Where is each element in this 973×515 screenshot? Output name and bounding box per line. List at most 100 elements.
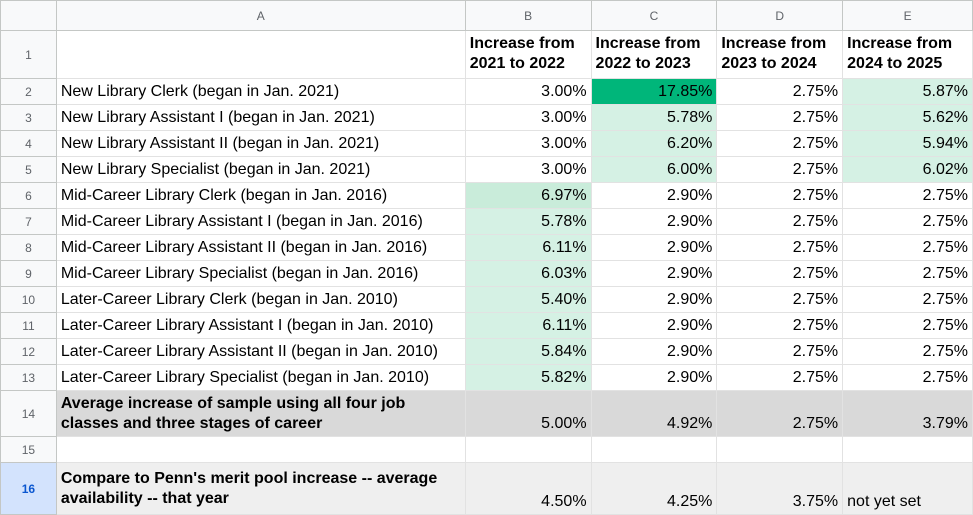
cell[interactable]: 3.00%	[464, 156, 592, 183]
cell[interactable]: 2.75%	[716, 390, 844, 437]
row-header[interactable]: 8	[0, 234, 57, 261]
cell[interactable]: Later-Career Library Specialist (began i…	[55, 364, 466, 391]
cell[interactable]: 5.78%	[464, 208, 592, 235]
cell[interactable]: 2.90%	[590, 182, 718, 209]
cell[interactable]: 6.20%	[590, 130, 718, 157]
cell[interactable]: 2.75%	[842, 312, 973, 339]
cell[interactable]: Later-Career Library Assistant I (began …	[55, 312, 466, 339]
select-all-corner[interactable]	[0, 0, 57, 31]
cell[interactable]: New Library Specialist (began in Jan. 20…	[55, 156, 466, 183]
cell[interactable]: 6.03%	[464, 260, 592, 287]
cell[interactable]: Increase from 2022 to 2023	[590, 30, 718, 79]
cell[interactable]	[55, 436, 466, 463]
cell[interactable]: 2.75%	[716, 104, 844, 131]
cell[interactable]: 5.78%	[590, 104, 718, 131]
cell[interactable]: 2.90%	[590, 286, 718, 313]
row-header[interactable]: 7	[0, 208, 57, 235]
cell[interactable]: 2.75%	[842, 286, 973, 313]
cell[interactable]: Compare to Penn's merit pool increase --…	[55, 462, 466, 515]
cell[interactable]: Increase from 2021 to 2022	[464, 30, 592, 79]
cell[interactable]: 3.00%	[464, 78, 592, 105]
row-header[interactable]: 1	[0, 30, 57, 79]
row-header[interactable]: 10	[0, 286, 57, 313]
cell[interactable]: 2.90%	[590, 208, 718, 235]
row-header[interactable]: 4	[0, 130, 57, 157]
cell[interactable]: 6.11%	[464, 312, 592, 339]
cell[interactable]: 2.75%	[842, 338, 973, 365]
cell[interactable]: 2.90%	[590, 234, 718, 261]
cell[interactable]: 5.40%	[464, 286, 592, 313]
cell[interactable]: 6.11%	[464, 234, 592, 261]
cell[interactable]: 2.75%	[842, 208, 973, 235]
cell[interactable]	[716, 436, 844, 463]
cell[interactable]: 17.85%	[590, 78, 718, 105]
cell[interactable]: Mid-Career Library Assistant II (began i…	[55, 234, 466, 261]
cell[interactable]: 2.75%	[716, 208, 844, 235]
cell[interactable]: New Library Clerk (began in Jan. 2021)	[55, 78, 466, 105]
cell[interactable]: 6.02%	[842, 156, 973, 183]
cell[interactable]	[55, 30, 466, 79]
column-header-e[interactable]: E	[842, 0, 973, 31]
cell[interactable]: 5.82%	[464, 364, 592, 391]
cell[interactable]: 2.75%	[842, 234, 973, 261]
cell[interactable]: 2.75%	[716, 78, 844, 105]
cell[interactable]: Increase from 2023 to 2024	[716, 30, 844, 79]
cell[interactable]: Later-Career Library Clerk (began in Jan…	[55, 286, 466, 313]
cell[interactable]: 5.94%	[842, 130, 973, 157]
cell[interactable]: 4.50%	[464, 462, 592, 515]
cell[interactable]: 2.75%	[842, 182, 973, 209]
cell[interactable]: New Library Assistant II (began in Jan. …	[55, 130, 466, 157]
cell[interactable]: 4.92%	[590, 390, 718, 437]
row-header[interactable]: 14	[0, 390, 57, 437]
cell[interactable]: 3.79%	[842, 390, 973, 437]
row-header[interactable]: 13	[0, 364, 57, 391]
cell[interactable]: Mid-Career Library Specialist (began in …	[55, 260, 466, 287]
cell[interactable]: 2.90%	[590, 260, 718, 287]
row-header[interactable]: 2	[0, 78, 57, 105]
cell[interactable]: 2.75%	[716, 130, 844, 157]
cell[interactable]: 4.25%	[590, 462, 718, 515]
cell[interactable]: 2.75%	[716, 286, 844, 313]
column-header-d[interactable]: D	[716, 0, 844, 31]
cell[interactable]: 2.90%	[590, 312, 718, 339]
cell[interactable]: not yet set	[842, 462, 973, 515]
cell[interactable]: 6.00%	[590, 156, 718, 183]
cell[interactable]: 2.75%	[716, 364, 844, 391]
cell[interactable]: Mid-Career Library Clerk (began in Jan. …	[55, 182, 466, 209]
cell[interactable]: Average increase of sample using all fou…	[55, 390, 466, 437]
cell[interactable]: 2.75%	[716, 156, 844, 183]
cell[interactable]	[590, 436, 718, 463]
cell[interactable]: 3.75%	[716, 462, 844, 515]
cell[interactable]: 2.75%	[716, 182, 844, 209]
cell[interactable]: 2.75%	[716, 260, 844, 287]
cell[interactable]: 5.62%	[842, 104, 973, 131]
cell[interactable]: Later-Career Library Assistant II (began…	[55, 338, 466, 365]
row-header[interactable]: 12	[0, 338, 57, 365]
cell[interactable]: 2.90%	[590, 364, 718, 391]
row-header[interactable]: 11	[0, 312, 57, 339]
cell[interactable]: 2.75%	[716, 312, 844, 339]
row-header[interactable]: 6	[0, 182, 57, 209]
cell[interactable]: 5.84%	[464, 338, 592, 365]
row-header-selected[interactable]: 16	[0, 462, 57, 515]
cell[interactable]	[842, 436, 973, 463]
cell[interactable]: Increase from 2024 to 2025	[842, 30, 973, 79]
row-header[interactable]: 3	[0, 104, 57, 131]
cell[interactable]: 2.75%	[842, 364, 973, 391]
row-header[interactable]: 5	[0, 156, 57, 183]
cell[interactable]: 3.00%	[464, 104, 592, 131]
column-header-a[interactable]: A	[55, 0, 466, 31]
cell[interactable]: Mid-Career Library Assistant I (began in…	[55, 208, 466, 235]
row-header[interactable]: 15	[0, 436, 57, 463]
cell[interactable]: 2.75%	[716, 234, 844, 261]
cell[interactable]: 5.00%	[464, 390, 592, 437]
cell[interactable]	[464, 436, 592, 463]
cell[interactable]: 5.87%	[842, 78, 973, 105]
cell[interactable]: 2.75%	[842, 260, 973, 287]
cell[interactable]: New Library Assistant I (began in Jan. 2…	[55, 104, 466, 131]
row-header[interactable]: 9	[0, 260, 57, 287]
column-header-b[interactable]: B	[464, 0, 592, 31]
cell[interactable]: 6.97%	[464, 182, 592, 209]
cell[interactable]: 2.75%	[716, 338, 844, 365]
cell[interactable]: 3.00%	[464, 130, 592, 157]
